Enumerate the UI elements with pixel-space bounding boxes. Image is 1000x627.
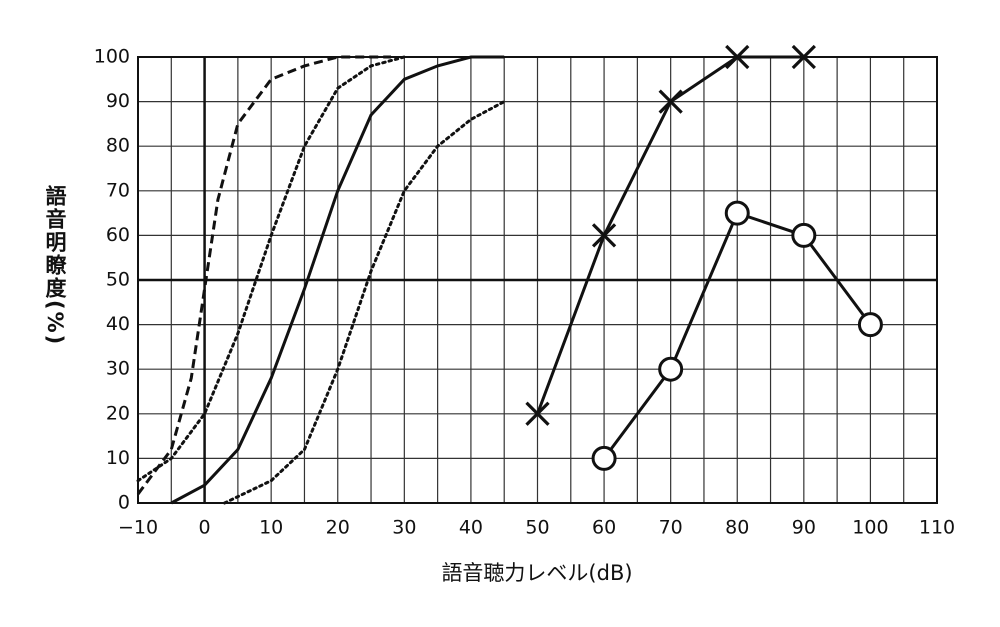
x-tick-label: −10: [118, 517, 158, 539]
x-tick-label: 80: [725, 517, 749, 539]
y-axis-label: 語音明瞭度(%): [43, 185, 67, 347]
y-tick-label: 90: [106, 90, 130, 112]
x-tick-label: 110: [919, 517, 955, 539]
y-tick-label: 70: [106, 179, 130, 201]
cross-marker: [725, 44, 750, 70]
x-tick-label: 60: [592, 517, 616, 539]
x-tick-label: 70: [659, 517, 683, 539]
circle-marker: [658, 356, 684, 382]
y-tick-label: 80: [106, 135, 130, 157]
x-tick-label: 0: [199, 517, 211, 539]
x-tick-label: 40: [459, 517, 483, 539]
line: [170, 55, 505, 505]
x-axis-label: 語音聴力レベル(dB): [441, 561, 632, 585]
y-tick-label: 40: [106, 313, 130, 335]
x-tick-label: 100: [852, 517, 888, 539]
x-tick-label: 30: [392, 517, 416, 539]
x-tick-label: 10: [259, 517, 283, 539]
cross-marker: [591, 223, 617, 248]
circle-marker: [724, 200, 750, 226]
line: [136, 55, 406, 483]
cross-marker: [658, 89, 683, 114]
y-tick-label: 20: [106, 402, 130, 424]
y-tick-label: 100: [94, 46, 130, 68]
y-tick-label: 50: [106, 269, 130, 291]
circle-marker: [591, 445, 617, 471]
x-tick-label: 90: [792, 517, 816, 539]
y-tick-label: 0: [118, 492, 130, 514]
line: [136, 55, 392, 495]
cross-marker: [525, 401, 550, 426]
x-tick-label: 50: [525, 517, 549, 539]
circle-marker: [791, 222, 817, 248]
x-tick-label: 20: [326, 517, 350, 539]
y-tick-label: 30: [106, 358, 130, 380]
cross-marker: [791, 44, 816, 70]
line: [223, 100, 506, 505]
y-tick-label: 60: [106, 224, 130, 246]
y-tick-label: 10: [106, 447, 130, 469]
circle-marker: [857, 312, 883, 338]
